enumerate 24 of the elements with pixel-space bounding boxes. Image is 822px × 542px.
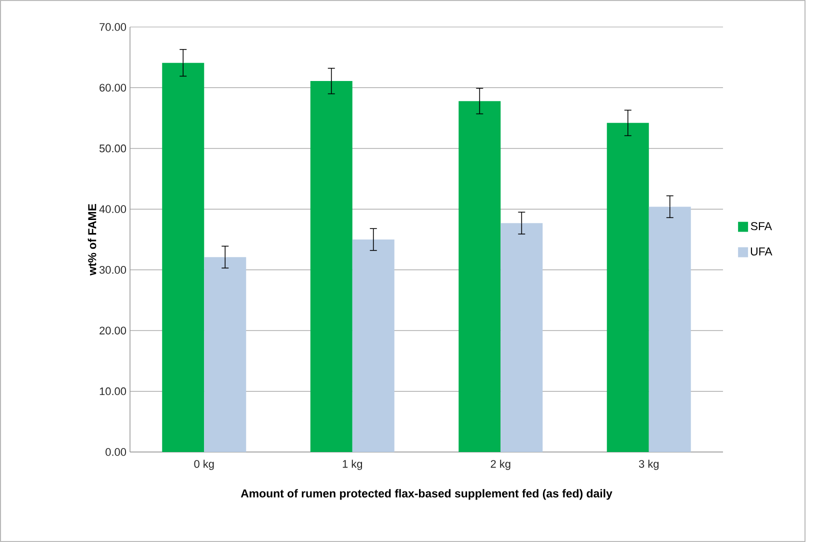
x-tick-label: 3 kg bbox=[638, 460, 659, 470]
bar bbox=[204, 257, 246, 452]
y-tick-label: 0.00 bbox=[106, 448, 126, 456]
bar bbox=[352, 240, 394, 452]
bar bbox=[500, 223, 543, 452]
x-tick-label: 2 kg bbox=[490, 460, 510, 470]
y-tick-label: 70.00 bbox=[100, 23, 126, 31]
x-tick-label: 0 kg bbox=[194, 460, 214, 470]
legend-label: UFA bbox=[750, 248, 772, 256]
bar bbox=[606, 122, 649, 452]
x-tick-label: 1 kg bbox=[342, 460, 362, 470]
legend-label: SFA bbox=[750, 222, 772, 230]
y-tick-label: 40.00 bbox=[99, 205, 126, 214]
y-tick-label: 50.00 bbox=[99, 144, 126, 152]
y-axis-title: wt% of FAME bbox=[88, 204, 96, 276]
bar bbox=[162, 62, 204, 452]
bar bbox=[310, 81, 352, 452]
y-tick-label: 30.00 bbox=[99, 266, 126, 274]
bar bbox=[458, 101, 501, 452]
x-axis-title: Amount of rumen protected flax-based supplement fed (as fed) daily bbox=[240, 489, 612, 500]
y-tick-label: 20.00 bbox=[100, 326, 126, 334]
y-tick-label: 60.00 bbox=[100, 84, 126, 92]
y-tick-label: 10.00 bbox=[100, 387, 126, 396]
bar bbox=[648, 206, 691, 452]
